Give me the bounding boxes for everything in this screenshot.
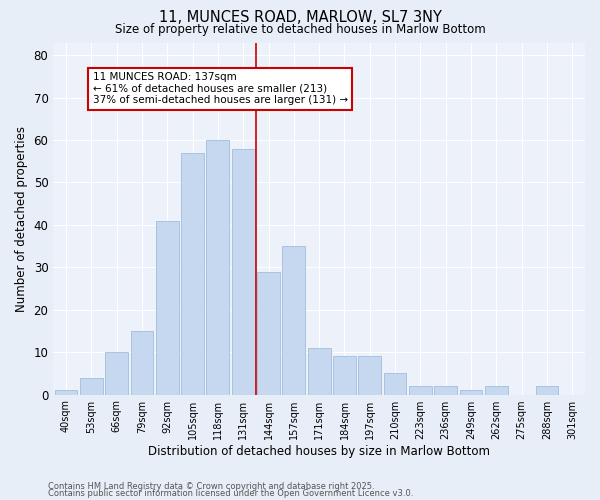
Bar (105, 352, 128, 395)
Bar (333, 356, 356, 395)
Bar (536, 386, 559, 394)
Bar (232, 148, 254, 394)
X-axis label: Distribution of detached houses by size in Marlow Bottom: Distribution of detached houses by size … (148, 444, 490, 458)
Y-axis label: Number of detached properties: Number of detached properties (15, 126, 28, 312)
Bar (181, 153, 204, 394)
Bar (156, 220, 179, 394)
Bar (55, 390, 77, 394)
Bar (308, 348, 331, 395)
Bar (409, 386, 432, 394)
Bar (358, 356, 381, 395)
Text: 11, MUNCES ROAD, MARLOW, SL7 3NY: 11, MUNCES ROAD, MARLOW, SL7 3NY (158, 10, 442, 25)
Bar (131, 331, 154, 394)
Text: Contains HM Land Registry data © Crown copyright and database right 2025.: Contains HM Land Registry data © Crown c… (48, 482, 374, 491)
Bar (434, 386, 457, 394)
Bar (283, 246, 305, 394)
Bar (257, 272, 280, 394)
Bar (485, 386, 508, 394)
Text: 11 MUNCES ROAD: 137sqm
← 61% of detached houses are smaller (213)
37% of semi-de: 11 MUNCES ROAD: 137sqm ← 61% of detached… (92, 72, 347, 106)
Bar (206, 140, 229, 394)
Bar (384, 374, 406, 394)
Bar (80, 378, 103, 394)
Bar (460, 390, 482, 394)
Text: Contains public sector information licensed under the Open Government Licence v3: Contains public sector information licen… (48, 490, 413, 498)
Text: Size of property relative to detached houses in Marlow Bottom: Size of property relative to detached ho… (115, 22, 485, 36)
